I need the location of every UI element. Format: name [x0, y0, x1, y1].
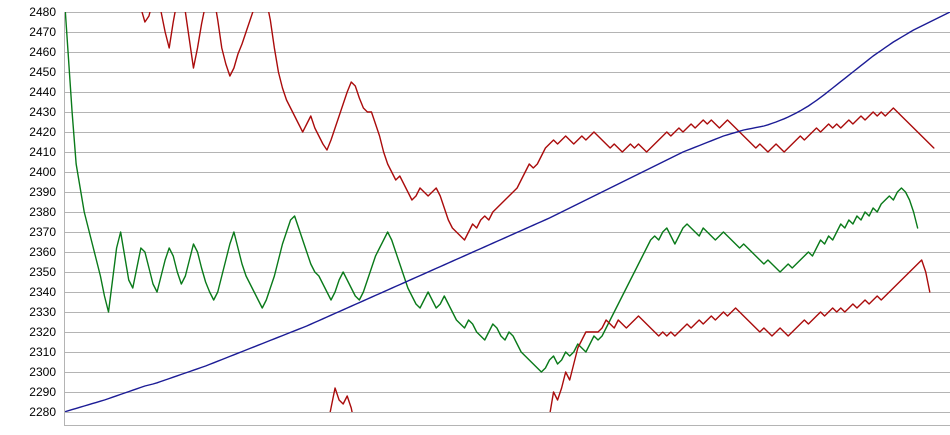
y-tick-label: 2280 — [29, 405, 56, 419]
y-tick-label: 2290 — [29, 385, 56, 399]
y-tick-label: 2390 — [29, 185, 56, 199]
data-series — [65, 12, 950, 412]
series-line-upper-red — [141, 12, 935, 241]
y-tick-label: 2420 — [29, 125, 56, 139]
series-line-lower-red — [329, 259, 931, 412]
y-tick-label: 2350 — [29, 265, 56, 279]
series-line-middle-green — [65, 12, 919, 373]
y-tick-label: 2340 — [29, 285, 56, 299]
y-tick-label: 2380 — [29, 205, 56, 219]
y-tick-label: 2460 — [29, 45, 56, 59]
y-tick-label: 2450 — [29, 65, 56, 79]
y-tick-label: 2360 — [29, 245, 56, 259]
y-axis-tick-labels: 2280 2290 2300 2310 2320 2330 2340 2350 2360 2370… — [29, 5, 56, 419]
y-tick-label: 2410 — [29, 145, 56, 159]
y-tick-label: 2330 — [29, 305, 56, 319]
gridlines — [64, 12, 950, 413]
y-tick-label: 2440 — [29, 85, 56, 99]
y-tick-label: 2310 — [29, 345, 56, 359]
y-tick-label: 2370 — [29, 225, 56, 239]
y-tick-label: 2300 — [29, 365, 56, 379]
y-tick-label: 2480 — [29, 5, 56, 19]
y-tick-label: 2470 — [29, 25, 56, 39]
y-tick-label: 2320 — [29, 325, 56, 339]
y-tick-label: 2430 — [29, 105, 56, 119]
series-line-rising-blue — [65, 12, 950, 412]
y-tick-label: 2400 — [29, 165, 56, 179]
